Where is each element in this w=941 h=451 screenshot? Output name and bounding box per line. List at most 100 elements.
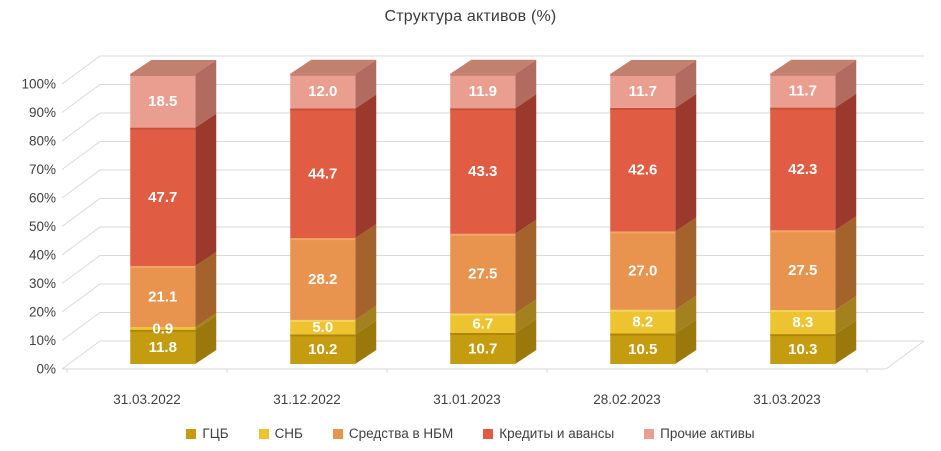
bar-segment [610,333,676,364]
bar-segment-side [355,94,377,239]
y-axis-tick-label: 100% [21,77,56,92]
bar-segment-side [355,224,377,320]
y-axis-tick-label: 10% [29,333,56,348]
y-axis-tick-label: 20% [29,305,56,320]
legend-swatch [483,428,494,439]
bar-segment [130,329,196,364]
value-label: 10.2 [308,341,337,358]
bar-segment-side [195,113,217,266]
value-label: 21.1 [148,289,177,306]
bar-segment [770,73,836,108]
chart-legend: ГЦБ СНБ Средства в НБМ Кредиты и авансы Проч… [0,426,941,441]
bar-segment-side [515,318,537,364]
value-label: 27.5 [468,266,497,283]
value-label: 11.8 [149,339,177,356]
bar-segment [450,73,516,109]
y-axis-tick-label: 30% [29,276,56,291]
legend-swatch [332,428,343,439]
bar-top-face [130,60,217,74]
floor-right-edge [885,340,925,370]
value-label: 11.7 [789,83,817,100]
value-label: 8.3 [792,314,813,331]
bar-segment-side [195,60,217,128]
bar-segment-top-edge [770,310,836,313]
value-label: 47.7 [148,189,177,206]
bar-segment-top-edge [290,319,356,322]
bar-segment [290,108,356,239]
bar-segment-top-edge [450,313,516,316]
bar-segment [130,327,196,330]
value-label: 27.0 [628,263,657,280]
legend-item-5: Прочие активы [644,426,755,441]
bar-segment [610,231,676,310]
bar-segment-top-edge [290,238,356,241]
bar-segment [770,230,836,311]
value-label: 18.5 [148,93,177,110]
bar-top-face [290,59,377,74]
bar-segment-side [195,313,217,330]
y-axis-tick-label: 0% [36,362,56,377]
bar-segment [290,334,356,364]
legend-item-3: Средства в НБМ [332,426,453,441]
value-label: 10.7 [468,340,497,357]
y-axis-tick-label: 80% [29,134,56,149]
bar-segment [450,233,516,314]
bar-top-face [610,60,697,74]
y-axis-tick-label: 70% [29,162,56,177]
bar-top-face [450,59,537,74]
bar-segment [610,74,676,108]
bar-segment-side [675,295,697,334]
bar-segment-side [195,251,217,328]
bar-segment-top-edge [130,265,196,268]
bar-segment-side [835,320,857,364]
bar-segment-top-edge [290,73,356,76]
x-category-label: 31.03.2023 [753,392,821,407]
bar-segment-side [835,296,857,335]
value-label: 10.5 [628,341,657,358]
bar-segment-top-edge [450,108,516,111]
bar-segment-side [355,320,377,364]
legend-label: Прочие активы [660,426,755,441]
value-label: 11.9 [469,83,497,100]
bar-segment-top-edge [610,333,676,336]
bar-segment [610,107,676,232]
bar-segment-top-edge [770,73,836,76]
legend-item-2: СНБ [258,426,303,441]
bar-segment-side [195,315,217,364]
x-category-label: 28.02.2023 [593,392,661,407]
bar-segment [610,309,676,334]
value-label: 5.0 [312,319,333,336]
legend-swatch [644,428,655,439]
chart-title: Структура активов (%) [384,8,557,25]
value-label: 0.9 [152,320,173,337]
value-label: 44.7 [308,165,337,182]
bar-segment-top-edge [290,334,356,337]
x-category-label: 31.01.2023 [433,392,501,407]
bar-segment-top-edge [610,309,676,312]
bar-segment-side [515,299,537,333]
bar-segment-top-edge [610,74,676,76]
bar-segment [770,334,836,364]
y-axis-tick-label: 40% [29,248,56,263]
bar-segment-side [835,216,857,311]
bar-segment-side [675,93,697,232]
bar-segment-side [675,60,697,108]
bar-segment-side [515,219,537,314]
bar-segment-top-edge [450,332,516,335]
bar-segment-side [515,59,537,109]
bar-segment-top-edge [610,107,676,110]
value-label: 43.3 [468,163,497,180]
bar-segment-top-edge [130,127,196,130]
bar-segment-side [675,217,697,310]
bar-segment [290,73,356,109]
legend-swatch [186,428,197,439]
bar-segment [130,127,196,266]
legend-label: Кредиты и авансы [499,426,615,441]
value-label: 42.3 [788,161,817,178]
bar-top-face [770,59,857,74]
bar-segment-top-edge [610,231,676,234]
y-axis-tick-label: 60% [29,191,56,206]
bar-segment [130,265,196,328]
